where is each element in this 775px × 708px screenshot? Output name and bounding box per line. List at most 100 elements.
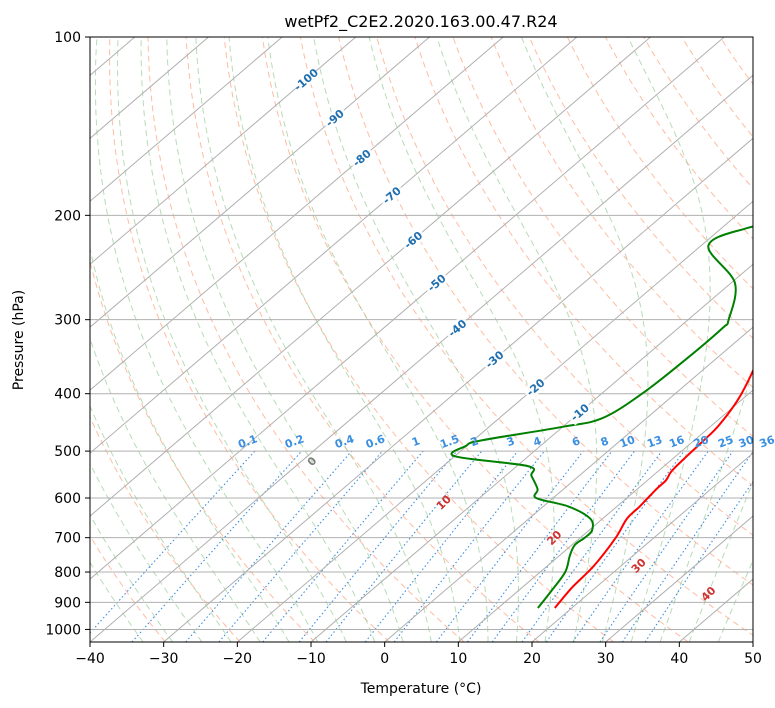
x-tick-label: 10 xyxy=(449,651,467,667)
isotherm-line xyxy=(531,452,753,642)
dry-adiabat xyxy=(109,37,390,642)
mixing-ratio-label: 3 xyxy=(505,434,517,449)
moist-adiabat xyxy=(90,462,203,642)
mixing-ratio-label: 2 xyxy=(469,434,481,449)
moist-adiabat xyxy=(117,37,347,642)
dry-adiabat xyxy=(90,415,241,642)
mixing-ratio-label: 0.6 xyxy=(364,432,387,451)
moist-adiabat xyxy=(90,561,144,642)
y-tick-label: 900 xyxy=(54,595,81,611)
dry-adiabat xyxy=(90,534,166,642)
mixing-ratio-label: 1.5 xyxy=(438,432,461,451)
isotherm-line xyxy=(90,37,725,580)
dry-adiabat xyxy=(223,37,614,642)
mixing-ratio-line xyxy=(621,450,753,642)
isotherm-label-bg xyxy=(521,374,550,401)
mixing-ratio-label: 0.2 xyxy=(283,432,306,451)
moist-adiabat xyxy=(90,513,174,642)
y-tick-label: 300 xyxy=(54,313,81,329)
isotherm-line xyxy=(90,37,651,517)
moist-adiabat xyxy=(688,480,753,642)
isotherm-line xyxy=(90,37,209,139)
mixing-ratio-line xyxy=(262,450,424,642)
dry-adiabat xyxy=(528,37,753,339)
moist-adiabat xyxy=(195,37,432,642)
y-tick-label: 600 xyxy=(54,491,81,507)
mixing-ratio-line xyxy=(467,450,613,642)
dry-adiabat xyxy=(414,37,753,487)
isotherm-label-bg xyxy=(566,399,594,426)
mixing-ratio-label: 0.1 xyxy=(236,432,259,451)
dry-adiabat xyxy=(490,37,753,389)
mixing-ratio-label: 36 xyxy=(758,433,775,451)
mixing-ratio-label: 30 xyxy=(737,433,756,451)
isotherm-label-bg xyxy=(292,66,320,93)
x-tick-label: 30 xyxy=(597,651,615,667)
mixing-ratio-label: 25 xyxy=(716,433,735,450)
mixing-ratio-labels: 0.1 0.2 0.4 0.6 1 1.5 2 3 4 6 8 10 13 16 20 25 30 36 xyxy=(236,432,775,451)
isotherm-label-bg xyxy=(377,182,406,209)
moist-adiabat xyxy=(368,37,555,642)
x-tick-label: 40 xyxy=(670,651,688,667)
mixing-ratio-label: 6 xyxy=(570,434,582,449)
moist-adiabat xyxy=(521,37,649,642)
y-tick-label: 800 xyxy=(54,565,81,581)
isotherm-line xyxy=(90,37,504,391)
moist-adiabat xyxy=(166,37,404,642)
isotherm-line xyxy=(310,263,753,642)
pressure-grid xyxy=(90,37,753,630)
x-tick-label: −30 xyxy=(149,651,179,667)
isotherm-label-bg xyxy=(321,104,349,132)
mixing-ratio-line xyxy=(599,450,734,642)
moist-adiabat xyxy=(228,37,461,642)
isotherm-label-bg xyxy=(443,315,471,342)
y-axis-label: Pressure (hPa) xyxy=(11,290,27,390)
dry-adiabat xyxy=(338,37,753,586)
mixing-ratio-line xyxy=(435,450,584,642)
moist-adiabat xyxy=(90,337,261,642)
dry-adiabat xyxy=(566,37,753,290)
y-tick-label: 200 xyxy=(54,208,81,224)
x-axis-label: Temperature (°C) xyxy=(360,681,482,697)
y-tick-label: 500 xyxy=(54,444,81,460)
isotherm-label-bg xyxy=(348,144,376,172)
moist-adiabat xyxy=(94,37,319,642)
x-tick-label: 20 xyxy=(523,651,541,667)
isotherm-line xyxy=(90,74,753,642)
mixing-ratio-label: 10 xyxy=(618,433,637,451)
x-tick-label: −40 xyxy=(75,651,105,667)
mixing-ratio-label: 1 xyxy=(410,434,422,449)
isotherm-label-bg xyxy=(399,226,427,254)
moist-adiabat xyxy=(90,246,290,642)
temperature-profile xyxy=(554,368,753,609)
mixing-ratio-line xyxy=(644,480,753,642)
dewpoint-profile xyxy=(450,225,753,609)
dry-adiabat xyxy=(261,37,689,642)
isotherm-line xyxy=(605,515,753,642)
dry-adiabat xyxy=(452,37,753,438)
x-tick-label: 0 xyxy=(380,651,389,667)
isotherm-line xyxy=(163,137,753,642)
mixing-ratio-label: 20 xyxy=(692,433,711,451)
isotherm-line xyxy=(458,389,753,642)
plot-area xyxy=(90,37,753,642)
plot-frame xyxy=(89,36,754,643)
y-tick-label: 700 xyxy=(54,531,81,547)
chart-title: wetPf2_C2E2.2020.163.00.47.R24 xyxy=(284,12,557,32)
moist-adiabat xyxy=(313,37,519,642)
mixing-ratio-line xyxy=(90,450,256,634)
moist-adiabat xyxy=(140,37,376,642)
moist-adiabat xyxy=(659,367,753,642)
mixing-ratio-label: 0.4 xyxy=(333,432,356,451)
moist-adiabat xyxy=(627,37,711,642)
x-tick-label: 50 xyxy=(744,651,762,667)
y-tick-label: 400 xyxy=(54,387,81,403)
moist-adiabat xyxy=(90,404,232,642)
isotherm-line xyxy=(90,37,283,202)
mixing-ratio-line xyxy=(572,450,709,642)
x-tick-label: −20 xyxy=(223,651,253,667)
isotherm-label-bg xyxy=(480,346,509,373)
isotherm-line xyxy=(90,37,357,265)
isotherm-label-bg xyxy=(422,269,451,296)
